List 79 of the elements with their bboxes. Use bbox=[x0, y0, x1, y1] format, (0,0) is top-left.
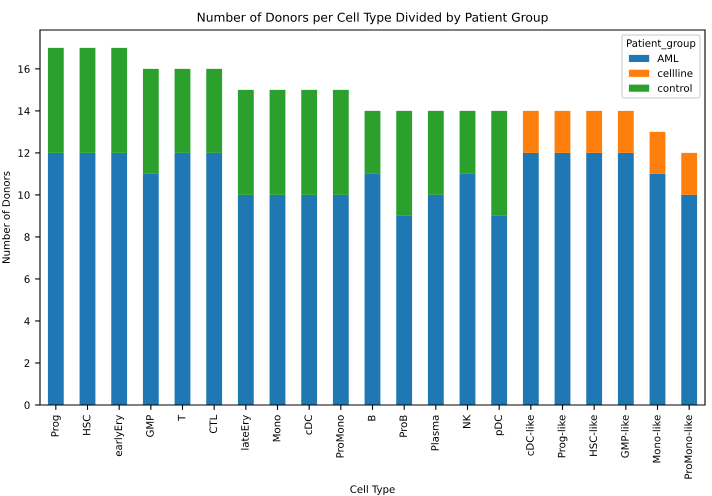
bar bbox=[111, 152, 128, 405]
bar bbox=[681, 152, 698, 195]
x-tick-label: NK bbox=[462, 414, 470, 428]
x-tick-label: HSC-like bbox=[589, 415, 598, 456]
bar bbox=[80, 48, 96, 153]
x-tick-label: cDC-like bbox=[526, 415, 534, 456]
bar bbox=[650, 174, 666, 405]
bar bbox=[238, 194, 254, 405]
x-tick-label: ProMono bbox=[336, 415, 344, 458]
bar bbox=[332, 194, 349, 405]
bar bbox=[428, 110, 444, 195]
x-tick-label: B bbox=[368, 415, 376, 421]
bar bbox=[491, 216, 508, 405]
bar bbox=[174, 152, 190, 405]
legend-label: control bbox=[658, 84, 692, 92]
bar bbox=[554, 152, 570, 405]
legend-label: cellline bbox=[658, 69, 692, 78]
x-tick-label: Mono bbox=[272, 415, 280, 442]
x-tick-label: earlyEry bbox=[114, 415, 124, 456]
y-tick-label: 0 bbox=[24, 401, 30, 409]
x-axis-title: Cell Type bbox=[350, 485, 395, 495]
x-tick-label: Prog bbox=[51, 416, 61, 436]
bar bbox=[48, 48, 64, 153]
y-tick-label: 10 bbox=[18, 191, 30, 199]
y-tick-label: 14 bbox=[18, 107, 30, 115]
bar bbox=[238, 90, 254, 195]
x-tick-label: ProMono-like bbox=[684, 415, 692, 479]
bar bbox=[270, 90, 286, 195]
y-axis-title: Number of Donors bbox=[2, 171, 10, 264]
bar bbox=[650, 132, 666, 174]
y-tick-label: 6 bbox=[24, 275, 30, 283]
x-tick-label: ProB bbox=[400, 415, 408, 437]
x-tick-label: Prog-like bbox=[558, 415, 568, 458]
y-tick-label: 8 bbox=[24, 233, 30, 241]
bar bbox=[332, 90, 349, 195]
bar bbox=[491, 110, 508, 216]
bar bbox=[396, 110, 412, 216]
bar bbox=[618, 152, 634, 405]
legend-title: Patient_group bbox=[627, 39, 696, 50]
bar bbox=[586, 110, 602, 153]
bar bbox=[206, 152, 222, 405]
bar bbox=[522, 110, 539, 153]
bar bbox=[364, 110, 380, 174]
chart-title: Number of Donors per Cell Type Divided by Patient Group bbox=[198, 12, 548, 24]
x-tick-label: cDC bbox=[304, 415, 312, 435]
x-tick-label: pDC bbox=[494, 415, 504, 436]
bar bbox=[111, 48, 128, 153]
bar bbox=[586, 152, 602, 405]
x-tick-label: Mono-like bbox=[652, 415, 660, 463]
bar bbox=[48, 152, 64, 405]
bar bbox=[681, 194, 698, 405]
y-tick-label: 16 bbox=[18, 65, 30, 73]
bar bbox=[364, 174, 380, 405]
x-tick-label: Plasma bbox=[430, 416, 439, 450]
bar bbox=[206, 68, 222, 153]
y-tick-label: 4 bbox=[24, 317, 30, 325]
bar bbox=[554, 110, 570, 153]
bar bbox=[142, 68, 159, 174]
x-tick-label: lateEry bbox=[240, 415, 251, 450]
x-tick-label: HSC bbox=[82, 415, 90, 435]
bar bbox=[460, 110, 476, 174]
bar bbox=[142, 174, 159, 405]
x-tick-label: CTL bbox=[209, 414, 218, 434]
bar bbox=[618, 110, 634, 153]
bar bbox=[80, 152, 96, 405]
x-tick-label: GMP-like bbox=[620, 415, 629, 458]
bar bbox=[174, 68, 190, 153]
bar bbox=[270, 194, 286, 405]
y-tick-label: 2 bbox=[24, 359, 30, 367]
y-tick-label: 12 bbox=[18, 149, 30, 157]
legend-label: AML bbox=[657, 54, 679, 62]
bar bbox=[301, 194, 318, 405]
x-tick-label: T bbox=[178, 414, 186, 421]
bar bbox=[460, 174, 476, 405]
bar bbox=[301, 90, 318, 195]
x-tick-label: GMP bbox=[146, 415, 154, 437]
bar bbox=[396, 216, 412, 405]
bar bbox=[428, 194, 444, 405]
bar bbox=[522, 152, 539, 405]
